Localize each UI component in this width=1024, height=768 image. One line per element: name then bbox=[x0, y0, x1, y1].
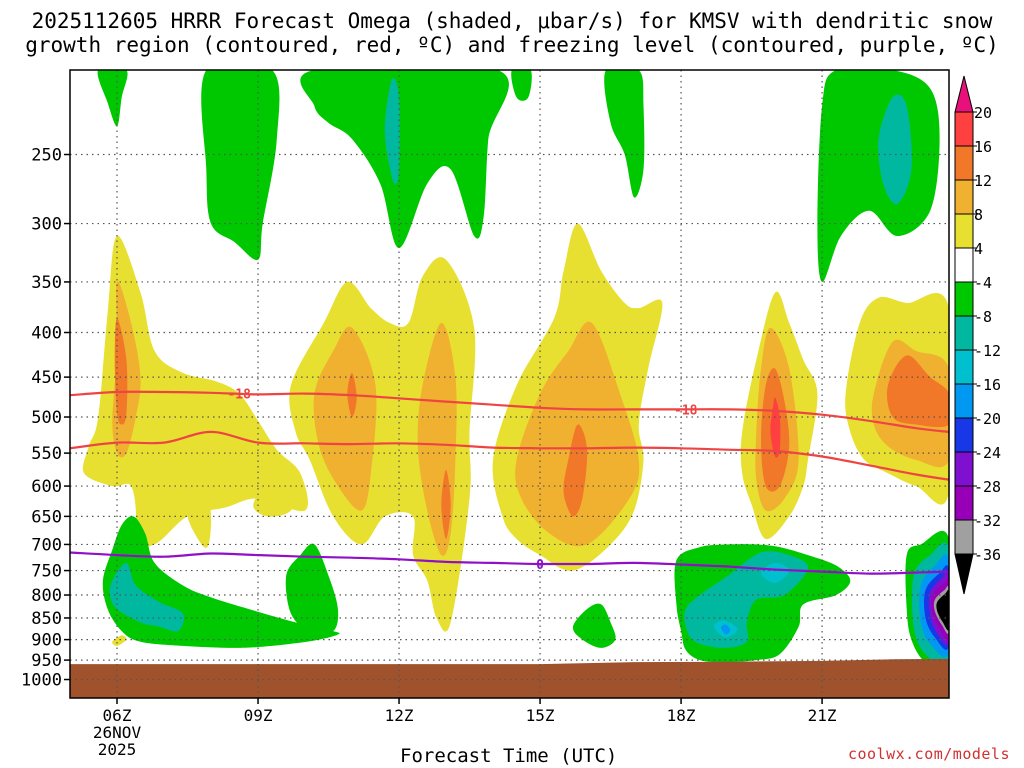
colorbar-label-11: -28 bbox=[974, 478, 1001, 496]
omega-region-dn-upper-22z-8 bbox=[817, 70, 940, 282]
colorbar-label-12: -32 bbox=[974, 512, 1001, 530]
y-tick-label-350: 350 bbox=[31, 273, 62, 293]
omega-region-dn-upper-12z-12 bbox=[384, 78, 400, 185]
terrain-ground bbox=[70, 658, 949, 698]
omega-region-dn-23z-36 bbox=[936, 589, 949, 631]
omega-region-dn-upper-06z-8 bbox=[97, 70, 128, 127]
y-axis: 2503003504004505005506006507007508008509… bbox=[21, 146, 70, 691]
x-tick-label-21Z: 21Z bbox=[808, 706, 837, 725]
omega-region-dn-upper-1230z-8 bbox=[300, 70, 509, 248]
omega-region-small-06z-4 bbox=[187, 487, 212, 548]
colorbar-bin-10 bbox=[954, 417, 974, 453]
x-tick-year: 2025 bbox=[98, 740, 137, 759]
colorbar-bin-12 bbox=[954, 485, 974, 521]
y-tick-label-400: 400 bbox=[31, 324, 62, 344]
y-tick-label-600: 600 bbox=[31, 477, 62, 497]
colorbar-label-0: 20 bbox=[974, 104, 992, 122]
y-tick-label-1000: 1000 bbox=[21, 671, 62, 691]
colorbar-label-13: -36 bbox=[974, 546, 1001, 564]
omega-region-up-13z-12 bbox=[441, 469, 451, 539]
omega-region-dn-19z-16 bbox=[761, 562, 790, 584]
omega-region-up-23z-12 bbox=[886, 355, 949, 428]
colorbar-label-5: -4 bbox=[974, 274, 992, 292]
x-tick-label-06Z: 06Z bbox=[103, 706, 132, 725]
colorbar-bin-1 bbox=[954, 111, 974, 147]
colorbar-bin-8 bbox=[954, 349, 974, 385]
x-tick-label-15Z: 15Z bbox=[526, 706, 555, 725]
omega-region-dn-1630z-8 bbox=[572, 603, 616, 648]
omega-region-dn-upper-17z-8 bbox=[604, 70, 645, 198]
omega-region-up-1030z-8 bbox=[313, 326, 377, 511]
contour-dendritic-top-minus18 bbox=[70, 390, 949, 433]
colorbar-bin-3 bbox=[954, 179, 974, 215]
y-tick-label-700: 700 bbox=[31, 535, 62, 555]
chart-title-line-2: growth region (contoured, red, ºC) and f… bbox=[25, 33, 999, 57]
y-tick-label-450: 450 bbox=[31, 368, 62, 388]
colorbar-bin-11 bbox=[954, 451, 974, 487]
colorbar-label-8: -16 bbox=[974, 376, 1001, 394]
y-tick-label-550: 550 bbox=[31, 444, 62, 464]
colorbar-label-4: 4 bbox=[974, 240, 983, 258]
x-axis-label: Forecast Time (UTC) bbox=[400, 745, 618, 767]
omega-region-dn-19z-20 bbox=[721, 624, 731, 635]
omega-region-dn-upper-09z-8 bbox=[201, 70, 280, 261]
y-tick-label-900: 900 bbox=[31, 631, 62, 651]
contour-label-0: -18 bbox=[227, 388, 251, 403]
colorbar-label-2: 12 bbox=[974, 172, 992, 190]
colorbar-bin-2 bbox=[954, 145, 974, 181]
colorbar-bin-13 bbox=[954, 519, 974, 555]
y-tick-label-500: 500 bbox=[31, 408, 62, 428]
omega-region-dn-06z-12 bbox=[109, 562, 184, 632]
colorbar-bin-4 bbox=[954, 213, 974, 249]
chart-title-line-1: 2025112605 HRRR Forecast Omega (shaded, … bbox=[31, 9, 993, 33]
contour-dendritic-bottom-minus12 bbox=[70, 430, 949, 481]
omega-region-small-06z-900-4 bbox=[112, 635, 127, 646]
plot-frame bbox=[69, 69, 950, 699]
colorbar-label-3: 8 bbox=[974, 206, 983, 224]
y-tick-label-250: 250 bbox=[31, 146, 62, 166]
x-tick-date: 26NOV bbox=[93, 723, 142, 742]
y-tick-label-800: 800 bbox=[31, 586, 62, 606]
omega-region-small-09z-4 bbox=[253, 478, 297, 517]
x-tick-label-12Z: 12Z bbox=[385, 706, 414, 725]
x-tick-label-09Z: 09Z bbox=[244, 706, 273, 725]
omega-region-up-06z-12 bbox=[114, 318, 128, 425]
y-tick-label-850: 850 bbox=[31, 609, 62, 629]
y-tick-label-750: 750 bbox=[31, 562, 62, 582]
colorbar-label-1: 16 bbox=[974, 138, 992, 156]
omega-region-up-20z-16 bbox=[770, 397, 781, 458]
y-tick-label-950: 950 bbox=[31, 651, 62, 671]
colorbar-label-6: -8 bbox=[974, 308, 992, 326]
temperature-contours: -18 -18 0 bbox=[70, 388, 949, 575]
colorbar-bin-7 bbox=[954, 315, 974, 351]
x-tick-label-18Z: 18Z bbox=[667, 706, 696, 725]
contour-freezing-level-0 bbox=[70, 551, 949, 575]
footer-credit: coolwx.com/models bbox=[847, 745, 1010, 763]
colorbar: 20 16 12 8 4 -4 -8 -12 -16 -20 -24 -28 -32 -36 bbox=[954, 75, 1001, 595]
colorbar-bin-9 bbox=[954, 383, 974, 419]
omega-region-dn-10z-8 bbox=[285, 543, 339, 634]
colorbar-bin-6 bbox=[954, 281, 974, 317]
omega-region-dn-upper-15z-8 bbox=[511, 70, 532, 101]
colorbar-bin-14 bbox=[954, 553, 974, 595]
terrain-fill bbox=[70, 658, 949, 698]
colorbar-label-10: -24 bbox=[974, 444, 1001, 462]
omega-shading bbox=[82, 70, 949, 674]
contour-label-1: -18 bbox=[674, 403, 698, 418]
colorbar-label-9: -20 bbox=[974, 410, 1001, 428]
y-tick-label-650: 650 bbox=[31, 507, 62, 527]
colorbar-bin-5 bbox=[954, 247, 974, 283]
colorbar-bin-0 bbox=[954, 75, 974, 113]
contour-label-2: 0 bbox=[536, 558, 544, 573]
y-tick-label-300: 300 bbox=[31, 215, 62, 235]
omega-region-dn-upper-22z-12 bbox=[878, 94, 912, 205]
colorbar-label-7: -12 bbox=[974, 342, 1001, 360]
